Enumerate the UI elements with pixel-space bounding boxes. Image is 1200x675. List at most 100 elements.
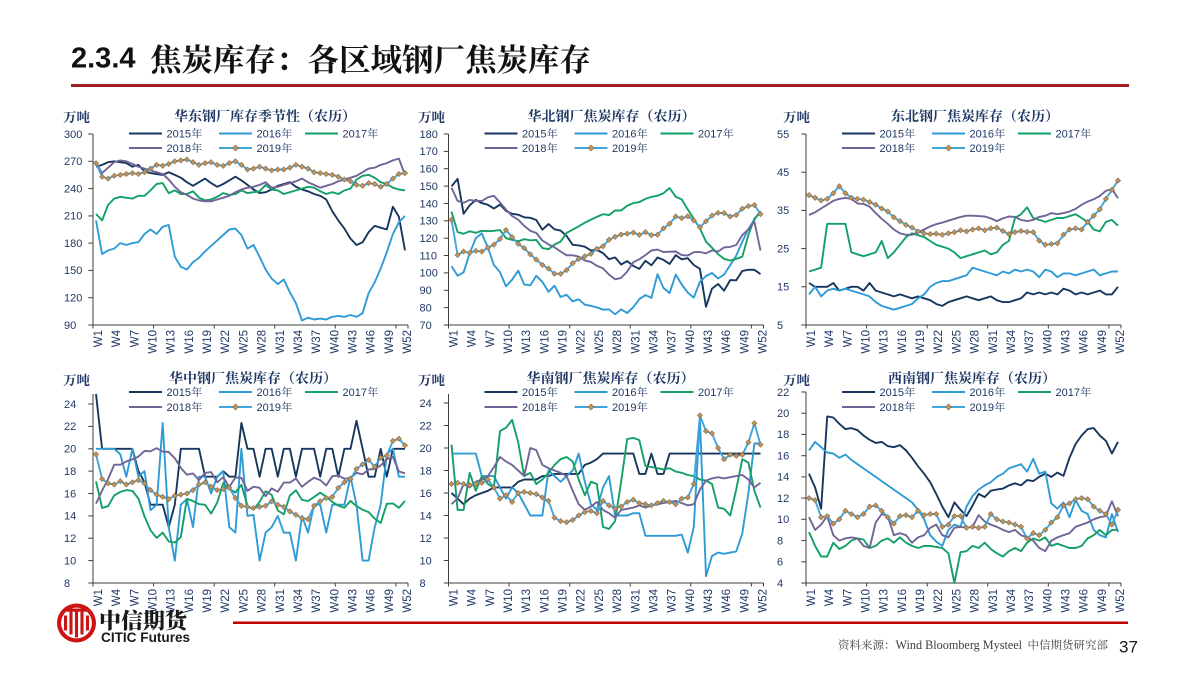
svg-text:W25: W25 (594, 330, 606, 354)
svg-text:10: 10 (777, 514, 789, 526)
svg-text:140: 140 (420, 198, 438, 210)
svg-text:W31: W31 (275, 330, 287, 354)
svg-text:2.3.4: 2.3.4 (71, 43, 136, 75)
svg-text:W13: W13 (166, 330, 178, 354)
svg-text:W4: W4 (467, 329, 479, 347)
svg-text:W52: W52 (402, 330, 414, 354)
svg-text:W37: W37 (311, 330, 323, 354)
svg-text:W7: W7 (129, 330, 141, 347)
svg-text:W13: W13 (879, 330, 891, 354)
svg-text:W16: W16 (897, 330, 909, 354)
svg-text:W7: W7 (485, 330, 497, 347)
svg-text:2017: 2017 (1056, 387, 1080, 399)
svg-text:W43: W43 (703, 330, 715, 354)
svg-text:4: 4 (777, 578, 783, 590)
svg-text:180: 180 (64, 238, 82, 250)
svg-text:W19: W19 (558, 589, 570, 613)
svg-text:90: 90 (420, 285, 432, 297)
svg-text:W31: W31 (988, 589, 1000, 613)
svg-text:W22: W22 (220, 330, 232, 354)
svg-text:W19: W19 (915, 589, 927, 613)
svg-text:W28: W28 (612, 330, 624, 354)
svg-text:CITIC Futures: CITIC Futures (101, 630, 190, 645)
svg-text:W46: W46 (721, 330, 733, 354)
svg-text:W25: W25 (951, 330, 963, 354)
svg-text:45: 45 (777, 167, 789, 179)
svg-text:16: 16 (64, 488, 76, 500)
svg-text:8: 8 (64, 578, 70, 590)
svg-text:W40: W40 (685, 589, 697, 613)
svg-text:W16: W16 (539, 330, 551, 354)
svg-text:W25: W25 (238, 589, 250, 613)
svg-text:W49: W49 (384, 330, 396, 354)
svg-text:2018: 2018 (880, 143, 904, 155)
svg-text:W49: W49 (1097, 330, 1109, 354)
svg-text:10: 10 (64, 555, 76, 567)
svg-text:W28: W28 (257, 330, 269, 354)
svg-text:2019: 2019 (612, 143, 636, 155)
svg-text:2018: 2018 (167, 402, 191, 414)
svg-text:W40: W40 (329, 330, 341, 354)
svg-text:110: 110 (420, 250, 438, 262)
svg-text:W40: W40 (1042, 589, 1054, 613)
svg-text:270: 270 (64, 156, 82, 168)
svg-text:W34: W34 (648, 588, 660, 612)
svg-text:70: 70 (420, 320, 432, 332)
svg-text:120: 120 (64, 293, 82, 305)
svg-text:W46: W46 (366, 589, 378, 613)
svg-text:W19: W19 (202, 589, 214, 613)
svg-text:2016: 2016 (257, 129, 281, 141)
svg-text:W52: W52 (758, 330, 770, 354)
svg-text:W10: W10 (148, 589, 160, 613)
svg-text:W1: W1 (93, 589, 105, 606)
svg-text:2016: 2016 (257, 387, 281, 399)
svg-text:22: 22 (64, 421, 76, 433)
svg-text:W1: W1 (93, 330, 105, 347)
svg-text:W10: W10 (861, 330, 873, 354)
svg-text:W10: W10 (148, 330, 160, 354)
svg-text:W34: W34 (1006, 588, 1018, 612)
svg-text:W34: W34 (648, 329, 660, 353)
svg-text:12: 12 (777, 493, 789, 505)
svg-text:W1: W1 (449, 330, 461, 347)
svg-text:2015: 2015 (522, 387, 546, 399)
svg-text:W37: W37 (667, 330, 679, 354)
svg-text:180: 180 (420, 129, 438, 141)
svg-text:2019: 2019 (970, 143, 994, 155)
svg-text:14: 14 (777, 472, 789, 484)
svg-text:W25: W25 (594, 589, 606, 613)
svg-text:W46: W46 (366, 330, 378, 354)
svg-text:90: 90 (64, 320, 76, 332)
svg-text:2019: 2019 (257, 402, 281, 414)
svg-text:W43: W43 (348, 330, 360, 354)
svg-text:W43: W43 (1061, 330, 1073, 354)
svg-text:2019: 2019 (612, 402, 636, 414)
svg-text:W28: W28 (612, 589, 624, 613)
svg-text:8: 8 (420, 578, 426, 590)
svg-text:16: 16 (420, 488, 432, 500)
svg-text:W34: W34 (293, 588, 305, 612)
svg-text:120: 120 (420, 233, 438, 245)
svg-text:20: 20 (64, 444, 76, 456)
svg-text:Wind Bloomberg Mysteel: Wind Bloomberg Mysteel (896, 638, 1023, 652)
svg-text:18: 18 (64, 466, 76, 478)
svg-text:W13: W13 (521, 330, 533, 354)
svg-text:W49: W49 (384, 589, 396, 613)
svg-text:W7: W7 (842, 589, 854, 606)
svg-text:22: 22 (777, 387, 789, 399)
svg-text:300: 300 (64, 129, 82, 141)
svg-text:W40: W40 (685, 330, 697, 354)
svg-text:W52: W52 (1115, 330, 1127, 354)
svg-text:W4: W4 (111, 329, 123, 347)
svg-text:14: 14 (64, 511, 76, 523)
svg-text:W16: W16 (897, 589, 909, 613)
svg-text:2016: 2016 (612, 129, 636, 141)
svg-text:6: 6 (777, 557, 783, 569)
svg-text:W28: W28 (970, 330, 982, 354)
svg-text:W1: W1 (806, 330, 818, 347)
svg-text:W43: W43 (1061, 589, 1073, 613)
svg-text:W31: W31 (630, 330, 642, 354)
svg-text:12: 12 (420, 533, 432, 545)
svg-text:2017: 2017 (698, 387, 722, 399)
svg-text:8: 8 (777, 535, 783, 547)
